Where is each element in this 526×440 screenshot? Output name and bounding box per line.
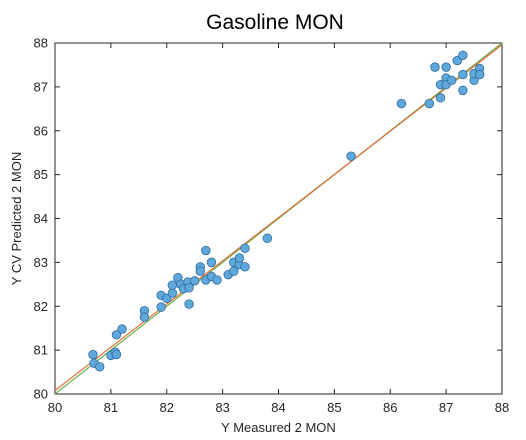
data-point [201,245,211,256]
y-tick-label: 82 [34,299,48,314]
x-tick-label: 88 [495,400,509,415]
data-point [212,275,222,285]
y-axis-title: Y CV Predicted 2 MON [9,152,24,285]
data-point [184,283,194,293]
y-tick-label: 81 [34,343,48,358]
x-tick-label: 85 [327,400,341,415]
y-tick-label: 88 [34,36,48,51]
data-point [195,266,205,276]
data-point [156,302,166,312]
data-point [111,349,122,360]
data-point [346,151,356,161]
data-point [474,69,485,80]
y-tick-label: 84 [34,211,48,226]
data-point [430,62,440,72]
y-tick-label: 85 [34,167,48,182]
data-point [435,93,446,103]
data-point [206,257,217,268]
data-point [189,276,200,286]
x-tick-label: 83 [215,400,229,415]
data-point [167,288,178,298]
data-point [458,69,468,80]
data-point [184,299,194,309]
y-tick-label: 80 [34,387,48,402]
x-tick-label: 80 [48,400,62,415]
data-point [139,312,150,322]
data-point [458,50,468,60]
data-point [88,349,98,360]
x-tick-label: 86 [383,400,397,415]
data-point [396,98,407,109]
data-point [117,324,127,334]
data-point [458,85,468,96]
data-point [262,233,273,243]
data-points [88,50,485,372]
data-point [240,243,250,254]
chart-title: Gasoline MON [206,11,344,34]
x-tick-label: 84 [271,400,285,415]
data-point [441,62,451,72]
data-point [240,262,250,272]
data-point [447,75,457,85]
x-tick-label: 87 [439,400,453,415]
data-point [167,280,178,290]
axis-ticks: 80 81 82 83 84 85 86 87 88 80 81 82 83 84 85 86 87 88 [34,36,510,416]
y-tick-label: 86 [34,123,48,138]
data-point [94,362,105,372]
x-axis-title: Y Measured 2 MON [221,420,336,435]
data-point [424,98,435,109]
y-tick-label: 83 [34,255,48,270]
data-point [234,253,245,263]
x-tick-label: 81 [104,400,118,415]
x-tick-label: 82 [160,400,174,415]
data-point [111,330,122,340]
y-tick-label: 87 [34,79,48,94]
